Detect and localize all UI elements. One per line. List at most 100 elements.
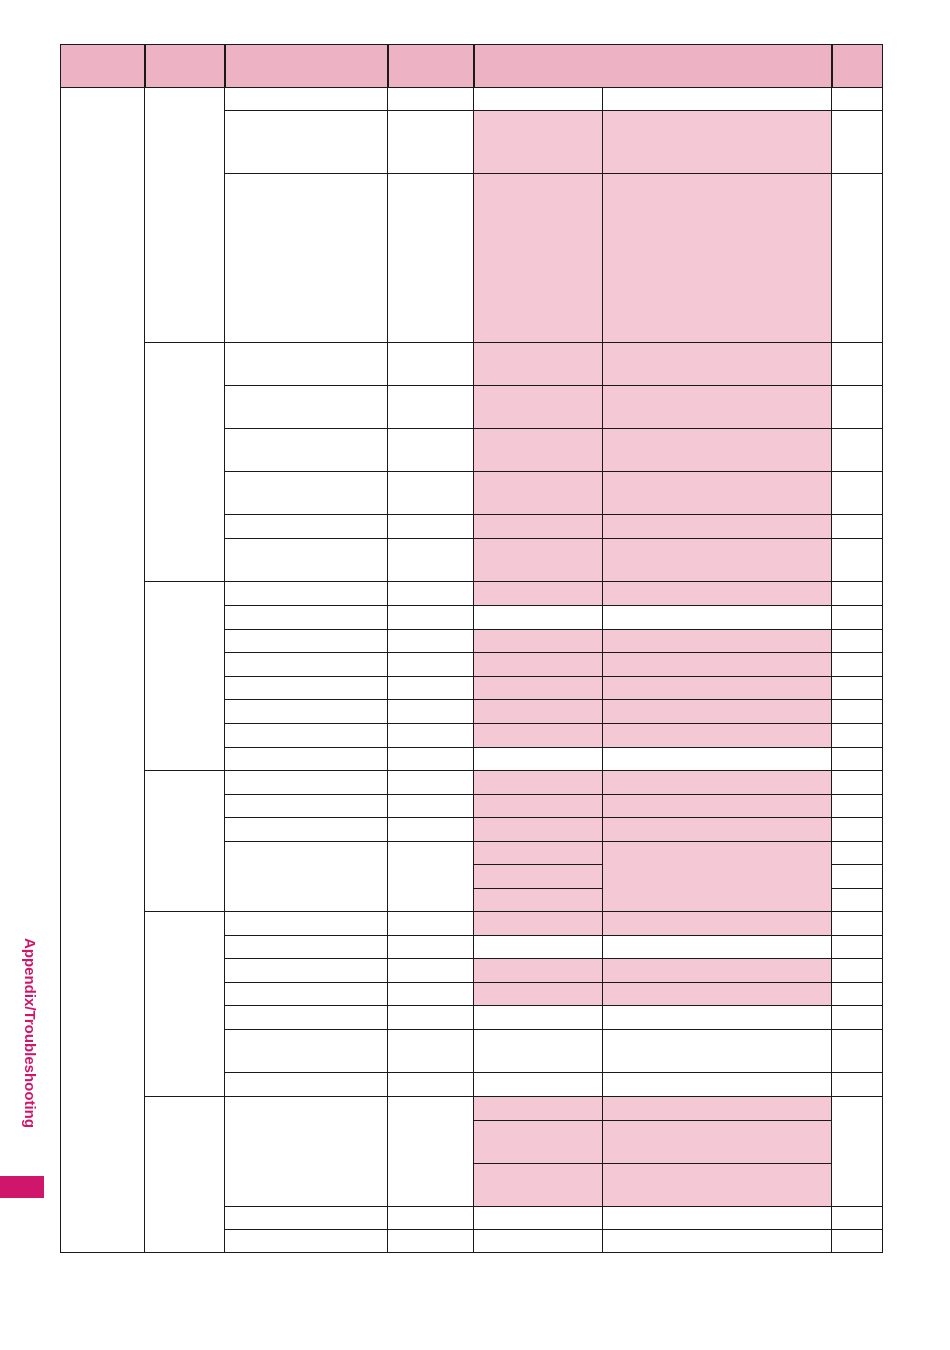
value-cell bbox=[388, 842, 474, 912]
page-cell bbox=[832, 174, 883, 343]
value-cell bbox=[388, 818, 474, 842]
setting-cell bbox=[474, 111, 603, 174]
group-cell bbox=[145, 1097, 225, 1253]
setting-cell bbox=[474, 582, 603, 606]
setting-cell bbox=[474, 1121, 603, 1164]
item-cell bbox=[225, 429, 388, 472]
item-cell bbox=[225, 700, 388, 724]
category-cell bbox=[60, 88, 145, 1253]
page-cell bbox=[832, 842, 883, 865]
header-cell bbox=[145, 44, 225, 88]
group-cell bbox=[145, 912, 225, 1097]
page-cell bbox=[832, 1006, 883, 1030]
value-cell bbox=[388, 724, 474, 748]
group-cell bbox=[145, 771, 225, 912]
description-cell bbox=[603, 771, 832, 795]
page-cell bbox=[832, 677, 883, 700]
setting-cell bbox=[474, 912, 603, 936]
page-cell bbox=[832, 959, 883, 983]
description-cell bbox=[603, 912, 832, 936]
item-cell bbox=[225, 472, 388, 515]
setting-cell bbox=[474, 865, 603, 889]
item-cell bbox=[225, 677, 388, 700]
description-cell bbox=[603, 386, 832, 429]
page-cell bbox=[832, 818, 883, 842]
item-cell bbox=[225, 1006, 388, 1030]
page-cell bbox=[832, 539, 883, 582]
item-cell bbox=[225, 842, 388, 912]
value-cell bbox=[388, 630, 474, 653]
value-cell bbox=[388, 111, 474, 174]
item-cell bbox=[225, 653, 388, 677]
page-cell bbox=[832, 386, 883, 429]
description-cell bbox=[603, 1073, 832, 1097]
item-cell bbox=[225, 1030, 388, 1073]
page-cell bbox=[832, 724, 883, 748]
item-cell bbox=[225, 1207, 388, 1230]
description-cell bbox=[603, 1097, 832, 1121]
setting-cell bbox=[474, 1230, 603, 1253]
description-cell bbox=[603, 539, 832, 582]
description-cell bbox=[603, 88, 832, 111]
description-cell bbox=[603, 429, 832, 472]
setting-cell bbox=[474, 653, 603, 677]
value-cell bbox=[388, 1097, 474, 1207]
setting-cell bbox=[474, 1207, 603, 1230]
setting-cell bbox=[474, 429, 603, 472]
setting-cell bbox=[474, 1164, 603, 1207]
setting-cell bbox=[474, 539, 603, 582]
setting-cell bbox=[474, 630, 603, 653]
page-cell bbox=[832, 582, 883, 606]
value-cell bbox=[388, 700, 474, 724]
group-cell bbox=[145, 582, 225, 771]
value-cell bbox=[388, 515, 474, 539]
value-cell bbox=[388, 1207, 474, 1230]
item-cell bbox=[225, 959, 388, 983]
page-cell bbox=[832, 515, 883, 539]
item-cell bbox=[225, 386, 388, 429]
page-cell bbox=[832, 472, 883, 515]
header-cell bbox=[60, 44, 145, 88]
value-cell bbox=[388, 936, 474, 959]
description-cell bbox=[603, 343, 832, 386]
group-cell bbox=[145, 343, 225, 582]
description-cell bbox=[603, 174, 832, 343]
page-cell bbox=[832, 700, 883, 724]
item-cell bbox=[225, 748, 388, 771]
value-cell bbox=[388, 959, 474, 983]
description-cell bbox=[603, 1030, 832, 1073]
description-cell bbox=[603, 1230, 832, 1253]
value-cell bbox=[388, 653, 474, 677]
setting-cell bbox=[474, 677, 603, 700]
setting-cell bbox=[474, 343, 603, 386]
section-side-label: Appendix/Troubleshooting bbox=[21, 938, 56, 1158]
item-cell bbox=[225, 111, 388, 174]
setting-cell bbox=[474, 88, 603, 111]
setting-cell bbox=[474, 983, 603, 1006]
item-cell bbox=[225, 983, 388, 1006]
setting-cell bbox=[474, 842, 603, 865]
description-cell bbox=[603, 983, 832, 1006]
page-cell bbox=[832, 1230, 883, 1253]
item-cell bbox=[225, 936, 388, 959]
item-cell bbox=[225, 539, 388, 582]
page-cell bbox=[832, 795, 883, 818]
section-tab-marker bbox=[0, 1176, 44, 1198]
value-cell bbox=[388, 1230, 474, 1253]
setting-cell bbox=[474, 1097, 603, 1121]
description-cell bbox=[603, 795, 832, 818]
description-cell bbox=[603, 515, 832, 539]
header-cell bbox=[225, 44, 388, 88]
item-cell bbox=[225, 771, 388, 795]
description-cell bbox=[603, 582, 832, 606]
description-cell bbox=[603, 653, 832, 677]
description-cell bbox=[603, 472, 832, 515]
value-cell bbox=[388, 912, 474, 936]
description-cell bbox=[603, 936, 832, 959]
page-cell bbox=[832, 1030, 883, 1073]
page-cell bbox=[832, 429, 883, 472]
value-cell bbox=[388, 429, 474, 472]
value-cell bbox=[388, 677, 474, 700]
header-cell bbox=[832, 44, 883, 88]
